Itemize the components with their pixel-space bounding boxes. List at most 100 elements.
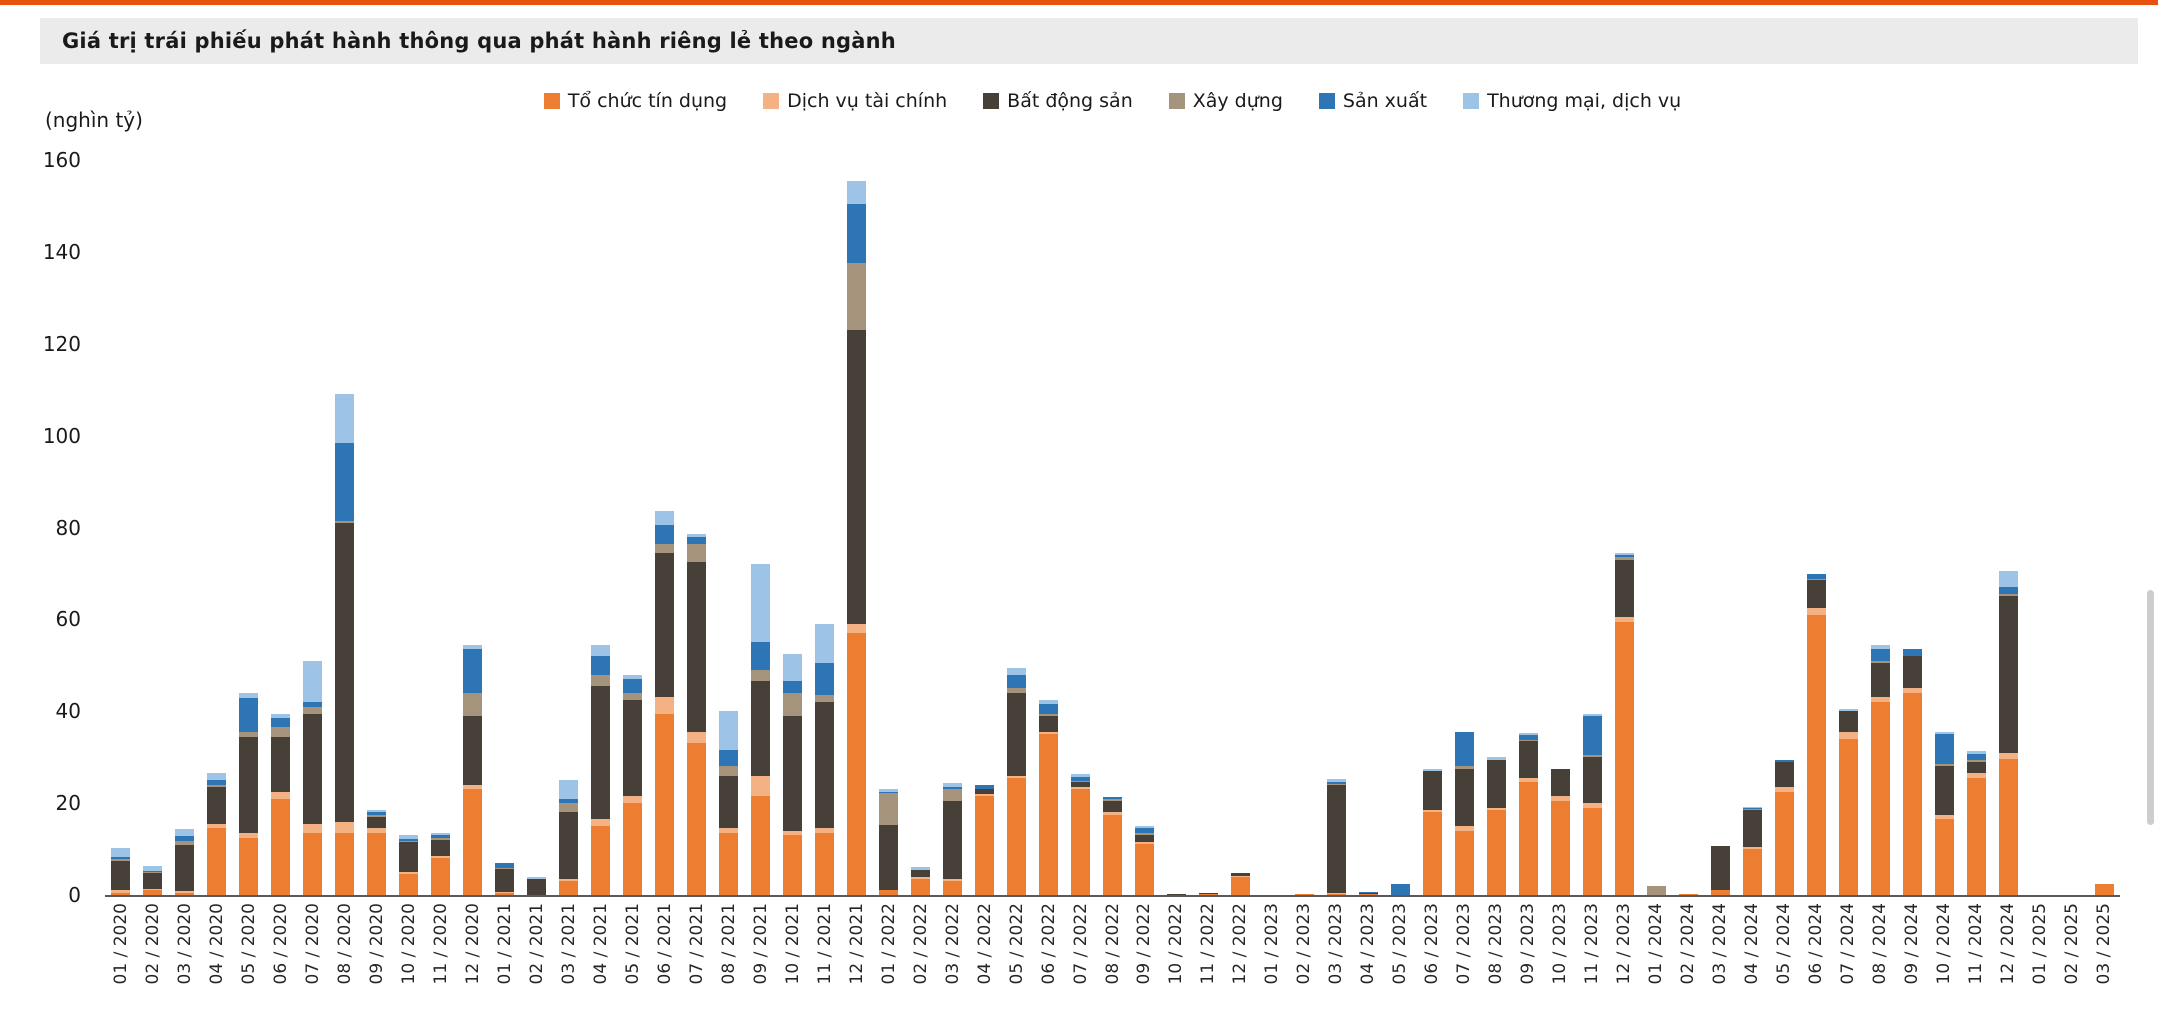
bar-segment	[559, 812, 579, 879]
bar-segment	[1134, 842, 1154, 845]
bar-segment	[687, 543, 707, 562]
bar-segment	[815, 663, 835, 696]
bar-segment	[1902, 649, 1922, 657]
legend-item: Tổ chức tín dụng	[543, 90, 727, 112]
x-axis-label: 04 / 2021	[590, 903, 611, 985]
x-axis-label: 08 / 2021	[718, 903, 739, 985]
x-axis-label: 01 / 2022	[878, 903, 899, 985]
bar-segment	[399, 842, 419, 873]
bar-segment	[911, 867, 931, 870]
y-axis-tick-label: 80	[55, 515, 81, 540]
bar-segment	[1007, 667, 1027, 675]
bar-segment	[1870, 644, 1890, 650]
bar	[1512, 160, 1544, 895]
bar-segment	[1966, 751, 1986, 754]
bar-segment	[239, 692, 259, 698]
x-axis-label: 10 / 2020	[398, 903, 419, 985]
x-axis-label: 12 / 2023	[1614, 903, 1635, 985]
x-axis-label: 06 / 2023	[1422, 903, 1443, 985]
bar-segment	[1870, 697, 1890, 703]
bar-segment	[1326, 892, 1346, 894]
x-axis-label-slot: 11 / 2020	[425, 903, 457, 1013]
bar	[841, 160, 873, 895]
bar-segment	[303, 823, 323, 833]
bar-segment	[271, 736, 291, 792]
x-axis-label: 08 / 2022	[1102, 903, 1123, 985]
y-axis-tick-label: 140	[42, 239, 81, 264]
x-axis-label-slot: 08 / 2020	[329, 903, 361, 1013]
x-axis-label-slot: 06 / 2021	[649, 903, 681, 1013]
bar-segment	[495, 891, 515, 893]
x-axis-label: 08 / 2023	[1486, 903, 1507, 985]
bar-segment	[399, 839, 419, 841]
x-axis-label: 12 / 2021	[846, 903, 867, 985]
bar-segment	[591, 674, 611, 686]
bar	[745, 160, 777, 895]
bar-segment	[239, 833, 259, 838]
x-axis-label: 10 / 2021	[782, 903, 803, 985]
bar-segment	[1902, 656, 1922, 689]
x-axis-label-slot: 09 / 2022	[1129, 903, 1161, 1013]
scrollbar-thumb[interactable]	[2147, 590, 2154, 825]
bars	[105, 160, 2120, 895]
bar	[1288, 160, 1320, 895]
bar	[1416, 160, 1448, 895]
x-axis-label: 09 / 2021	[750, 903, 771, 985]
bar-segment	[175, 829, 195, 837]
bar-segment	[719, 711, 739, 751]
bar	[1768, 160, 1800, 895]
bar	[1192, 160, 1224, 895]
x-axis-label: 12 / 2022	[1230, 903, 1251, 985]
bar-segment	[143, 870, 163, 873]
legend-item: Xây dựng	[1168, 90, 1283, 112]
bar-segment	[1039, 713, 1059, 716]
x-axis-label-slot: 01 / 2023	[1256, 903, 1288, 1013]
bar	[1352, 160, 1384, 895]
bar-segment	[271, 713, 291, 719]
bar	[393, 160, 425, 895]
bar	[265, 160, 297, 895]
y-axis-tick-label: 60	[55, 607, 81, 632]
x-axis-label: 09 / 2023	[1518, 903, 1539, 985]
bar-segment	[271, 791, 291, 799]
bar	[1960, 160, 1992, 895]
bar	[1320, 160, 1352, 895]
bar	[1992, 160, 2024, 895]
bar-segment	[687, 534, 707, 537]
bar-segment	[431, 855, 451, 859]
x-axis-label: 10 / 2024	[1934, 903, 1955, 985]
bar	[2056, 160, 2088, 895]
x-axis-label-slot: 07 / 2020	[297, 903, 329, 1013]
bar-segment	[559, 878, 579, 882]
bar-segment	[1198, 892, 1218, 894]
bar-segment	[559, 803, 579, 813]
bar-segment	[367, 814, 387, 817]
bar-segment	[463, 784, 483, 790]
bar-segment	[207, 828, 227, 895]
x-axis-label-slot: 11 / 2024	[1960, 903, 1992, 1013]
bar-segment	[655, 713, 675, 895]
bar-segment	[1550, 796, 1570, 801]
bar-segment	[143, 866, 163, 871]
x-axis-label-slot: 04 / 2022	[969, 903, 1001, 1013]
bar	[2024, 160, 2056, 895]
x-axis-label-slot: 06 / 2022	[1033, 903, 1065, 1013]
bar	[1736, 160, 1768, 895]
bar-segment	[591, 644, 611, 657]
bar	[1672, 160, 1704, 895]
bar-segment	[1230, 876, 1250, 895]
x-axis-label: 01 / 2025	[2030, 903, 2051, 985]
bar-segment	[1582, 754, 1602, 758]
bar	[1065, 160, 1097, 895]
bar-segment	[143, 872, 163, 890]
bar	[1033, 160, 1065, 895]
x-axis-label-slot: 03 / 2020	[169, 903, 201, 1013]
x-axis-label: 02 / 2023	[1294, 903, 1315, 985]
bar	[457, 160, 489, 895]
bar-segment	[1998, 594, 2018, 597]
bar	[201, 160, 233, 895]
bar-segment	[623, 803, 643, 895]
bar-segment	[175, 845, 195, 892]
bar-segment	[911, 876, 931, 879]
bar-segment	[559, 881, 579, 895]
